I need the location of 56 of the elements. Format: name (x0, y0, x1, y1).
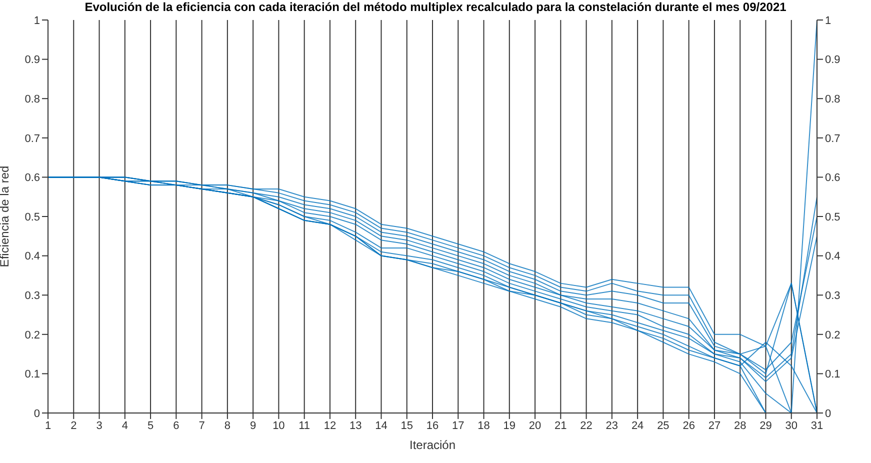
chart-title: Evolución de la eficiencia con cada iteración del método multiplex recalculado para la constelación durante el mes 09/2021 (84, 0, 788, 14)
x-tick-label: 3 (96, 420, 102, 432)
x-tick-label: 20 (528, 420, 542, 432)
x-tick-label: 29 (760, 420, 772, 432)
x-tick-label: 19 (503, 420, 516, 432)
y2-tick-label: 0 (825, 408, 832, 420)
x-tick-label: 13 (349, 420, 362, 432)
y-tick-label: 0.9 (24, 54, 40, 66)
y-tick-label: 0 (34, 408, 40, 420)
x-tick-label: 6 (173, 420, 180, 432)
x-tick-label: 15 (400, 420, 413, 432)
y2-tick-label: 0.4 (825, 250, 840, 263)
x-tick-label: 10 (272, 420, 285, 432)
y2-tick-label: 0.6 (825, 172, 840, 184)
x-tick-label: 16 (426, 420, 439, 432)
x-tick-label: 9 (250, 420, 256, 432)
x-tick-label: 14 (375, 420, 388, 432)
y-tick-label: 0.5 (24, 211, 40, 224)
y2-tick-label: 0.3 (825, 290, 840, 302)
y-tick-label: 0.8 (24, 94, 40, 106)
x-tick-label: 7 (198, 420, 205, 432)
y-tick-label: 0.7 (24, 132, 40, 145)
x-tick-label: 25 (657, 420, 670, 432)
x-tick-label: 11 (298, 420, 310, 432)
y2-tick-label: 0.7 (825, 132, 840, 145)
x-tick-label: 21 (554, 420, 567, 432)
x-tick-label: 26 (682, 420, 695, 432)
y2-tick-label: 0.8 (825, 94, 840, 106)
x-tick-label: 17 (452, 420, 464, 432)
y2-tick-label: 1 (825, 14, 832, 27)
y-tick-label: 0.1 (24, 368, 40, 381)
x-tick-label: 18 (478, 420, 490, 432)
x-tick-label: 5 (147, 420, 154, 432)
x-tick-label: 23 (606, 420, 618, 432)
x-tick-label: 28 (734, 420, 746, 432)
x-tick-label: 12 (324, 420, 336, 432)
x-tick-label: 2 (70, 420, 77, 432)
y-tick-label: 0.3 (24, 290, 40, 302)
x-tick-label: 27 (708, 420, 721, 432)
y2-tick-label: 0.9 (825, 54, 840, 66)
x-tick-label: 22 (580, 420, 592, 432)
y-tick-label: 1 (34, 14, 40, 27)
y-tick-label: 0.2 (24, 329, 40, 342)
x-tick-label: 1 (44, 420, 52, 432)
x-tick-label: 30 (785, 420, 798, 432)
y-tick-label: 0.4 (24, 250, 40, 263)
x-axis-title: Iteración (409, 438, 456, 452)
x-tick-label: 31 (810, 420, 824, 432)
x-tick-label: 24 (631, 420, 644, 432)
y-tick-label: 0.6 (24, 172, 40, 184)
x-tick-label: 8 (224, 420, 230, 432)
y-axis-title: Eficiencia de la red (0, 166, 12, 268)
y2-tick-label: 0.1 (825, 368, 840, 381)
x-tick-label: 4 (122, 420, 128, 432)
y2-tick-label: 0.2 (825, 329, 840, 342)
y2-tick-label: 0.5 (825, 211, 840, 224)
